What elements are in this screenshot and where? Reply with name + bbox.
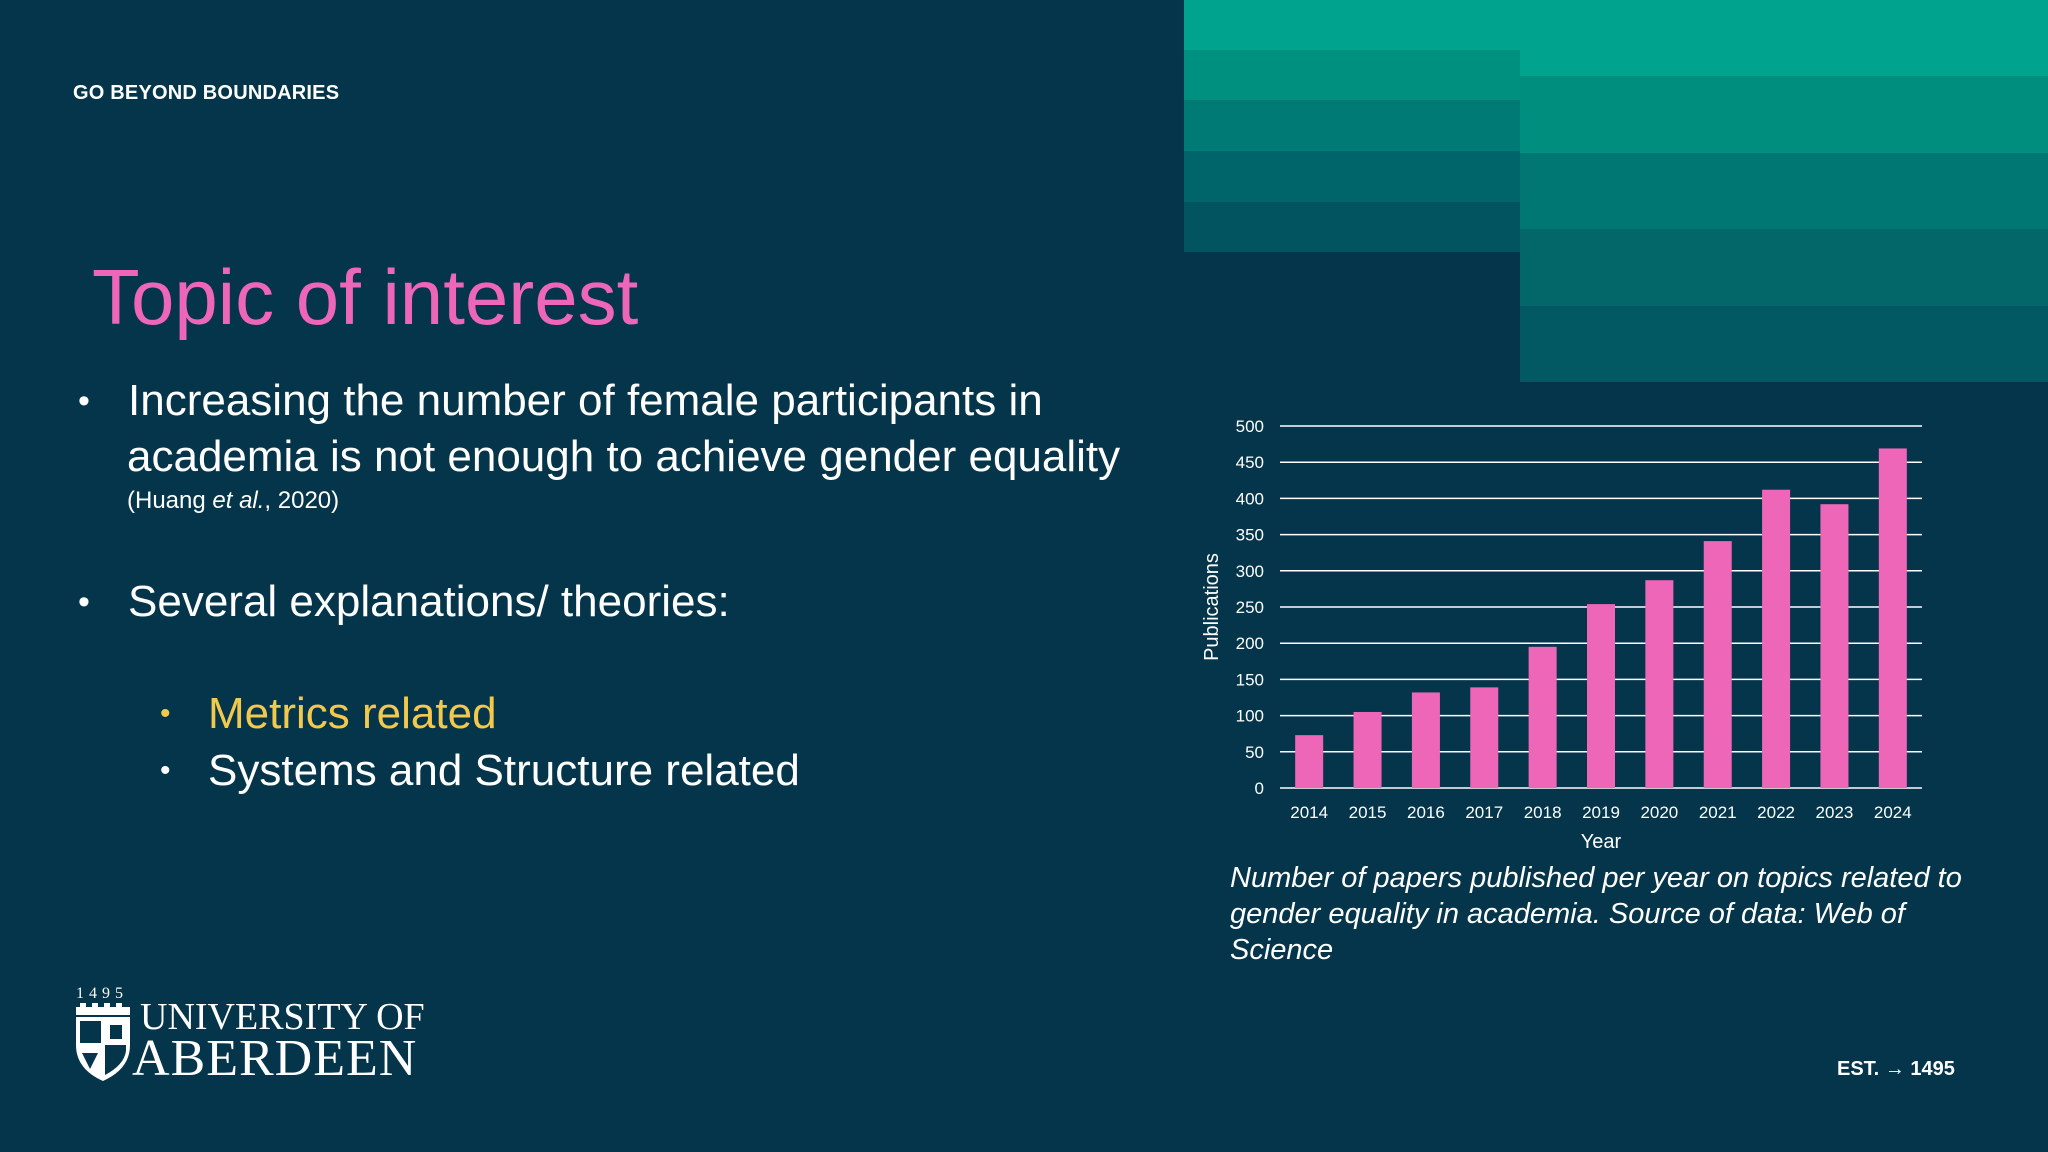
bar-2015 [1353, 711, 1382, 788]
y-tick-label: 200 [1236, 634, 1264, 653]
bar-2024 [1878, 448, 1907, 788]
bar-2021 [1703, 541, 1732, 788]
citation-post: , 2020) [264, 487, 340, 514]
y-tick-label: 450 [1236, 453, 1264, 472]
x-tick-label: 2024 [1874, 803, 1912, 822]
bar-2018 [1528, 646, 1557, 788]
bar-2017 [1470, 687, 1499, 788]
logo-line-1: UNIVERSITY OF [140, 996, 425, 1038]
bar-2023 [1820, 504, 1849, 788]
y-tick-label: 50 [1245, 743, 1264, 762]
decor-block-10 [1520, 306, 2048, 382]
est-badge: EST. → 1495 [1837, 1058, 1955, 1081]
chart-caption: Number of papers published per year on t… [1230, 862, 1962, 966]
x-tick-label: 2019 [1582, 803, 1620, 822]
x-tick-label: 2014 [1290, 803, 1328, 822]
y-tick-label: 150 [1236, 670, 1264, 689]
bar-2019 [1586, 604, 1616, 788]
decor-block-7 [1520, 76, 2048, 153]
x-tick-label: 2023 [1816, 803, 1854, 822]
sub-bullet-1-text: Metrics related [208, 689, 497, 738]
y-tick-label: 250 [1236, 598, 1264, 617]
citation: (Huang et al., 2020) [127, 486, 339, 516]
publications-bar-chart: 0 50 100 150 200 250 300 350 400 450 500 2014 2015 20… [1201, 417, 1922, 853]
bullet-dot: • [160, 754, 171, 787]
y-tick-label: 500 [1236, 417, 1264, 436]
bullet-1-line-2: academia is not enough to achieve gender… [127, 432, 1121, 481]
y-tick-label: 0 [1255, 779, 1264, 798]
bullet-dot: • [78, 382, 90, 420]
decor-block-8 [1520, 153, 2048, 229]
y-tick-label: 300 [1236, 562, 1264, 581]
est-label: EST. [1837, 1058, 1880, 1080]
x-tick-label: 2021 [1699, 803, 1737, 822]
bullet-dot: • [160, 697, 171, 730]
citation-em: et al. [212, 487, 265, 514]
decor-block-1 [1184, 0, 1520, 50]
decor-block-2 [1184, 50, 1520, 100]
logo-year: 1495 [76, 985, 128, 1002]
x-tick-label: 2020 [1640, 803, 1678, 822]
decor-block-5 [1184, 202, 1520, 252]
decor-block-9 [1520, 229, 2048, 306]
x-tick-label: 2015 [1349, 803, 1387, 822]
citation-pre: (Huang [127, 487, 213, 514]
x-tick-label: 2018 [1524, 803, 1562, 822]
bar-2022 [1762, 489, 1791, 788]
y-tick-label: 350 [1236, 526, 1264, 545]
bar-2016 [1411, 692, 1440, 788]
crest-icon [76, 1003, 130, 1081]
tagline: GO BEYOND BOUNDARIES [73, 82, 340, 104]
bullet-dot: • [78, 583, 90, 621]
x-tick-label: 2016 [1407, 803, 1445, 822]
x-tick-label: 2022 [1757, 803, 1795, 822]
bar-2014 [1295, 735, 1324, 788]
bullet-2-text: Several explanations/ theories: [128, 577, 730, 626]
y-tick-label: 100 [1236, 707, 1264, 726]
est-year: 1495 [1910, 1058, 1955, 1080]
bar-2020 [1645, 580, 1674, 788]
slide-title: Topic of interest [92, 253, 639, 341]
sub-bullet-2-text: Systems and Structure related [208, 746, 800, 795]
y-axis-label: Publications [1201, 553, 1223, 661]
arrow-right-icon: → [1884, 1058, 1905, 1080]
logo-line-2: ABERDEEN [132, 1030, 418, 1087]
y-tick-label: 400 [1236, 489, 1264, 508]
decor-block-4 [1184, 151, 1520, 202]
decor-block-3 [1184, 100, 1520, 151]
x-tick-label: 2017 [1465, 803, 1503, 822]
bullet-1-line-1: Increasing the number of female particip… [128, 376, 1043, 425]
x-axis-label: Year [1581, 831, 1622, 853]
decor-block-6 [1520, 0, 2048, 76]
